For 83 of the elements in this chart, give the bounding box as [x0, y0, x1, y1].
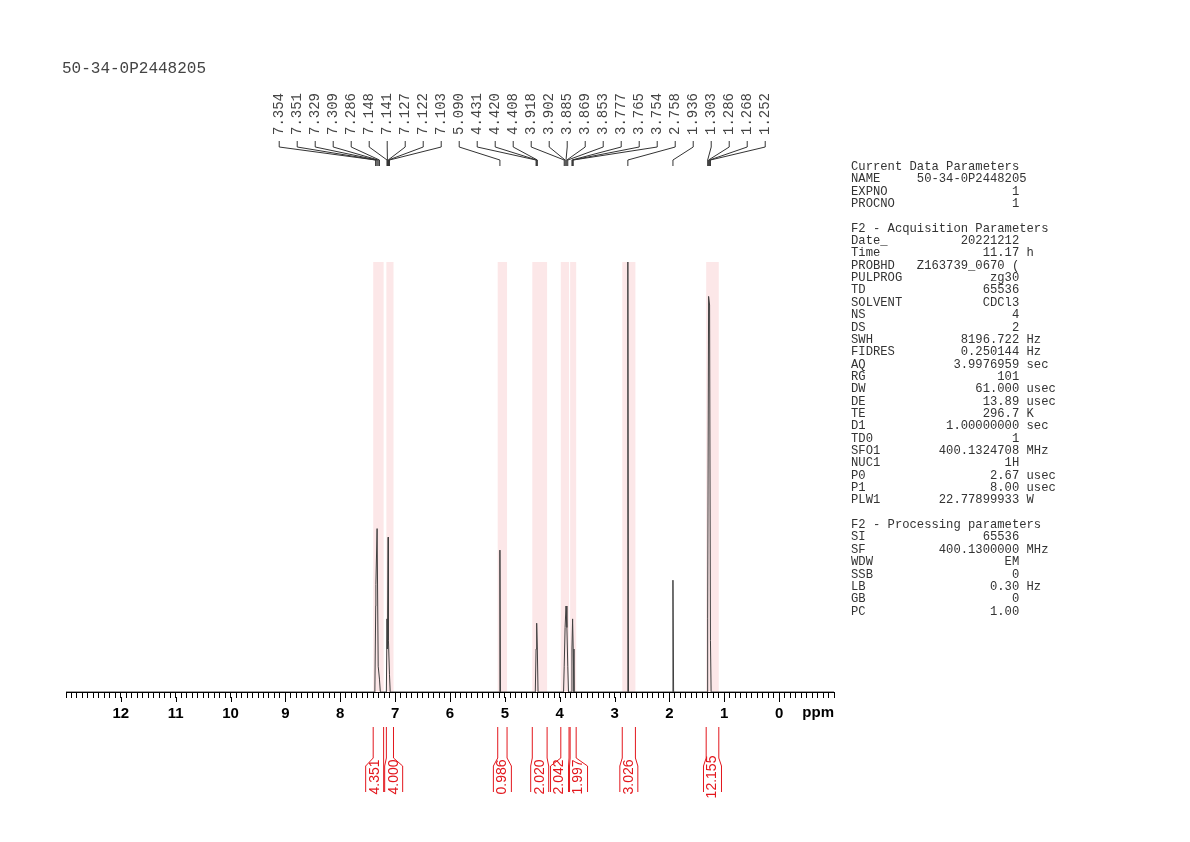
- x-tick-label: 3: [610, 704, 619, 722]
- x-tick-label: 9: [281, 704, 290, 722]
- text: D1 1.00000000 sec: [851, 419, 1050, 434]
- x-tick-label: 10: [222, 704, 239, 722]
- text: GB 0: [851, 592, 1021, 607]
- x-tick-label: 2: [665, 704, 674, 722]
- annotation: 1.286: [720, 92, 737, 135]
- text: PLW1 22.77899933 W: [851, 493, 1035, 508]
- text: NAME 50-34-0P2448205: [851, 172, 1027, 187]
- text: TD0 1: [851, 431, 1021, 446]
- x-tick-label: 6: [445, 704, 455, 722]
- text: SSB 0: [851, 567, 1021, 582]
- x-axis-title: ppm: [802, 702, 834, 720]
- text: PC 1.00: [851, 604, 1021, 619]
- x-tick-label: 5: [500, 704, 510, 722]
- x-tick-label: 4: [555, 704, 565, 722]
- annotation: 1.252: [756, 92, 773, 135]
- text: PROBHD Z163739_0670 (: [851, 258, 1021, 273]
- text: DS 2: [851, 320, 1021, 335]
- band-label: 3.026: [619, 759, 636, 795]
- annotation: 3.853: [594, 92, 611, 135]
- text: PROCNO 1: [851, 197, 1021, 212]
- annotation: 3.777: [612, 92, 629, 135]
- annotation: 7.103: [432, 92, 449, 135]
- text: SOLVENT CDCl3: [851, 295, 1021, 310]
- text: RG 101: [851, 369, 1021, 384]
- annotation: 7.127: [396, 92, 413, 135]
- x-tick-label: 7: [390, 704, 400, 722]
- x-tick-label: 12: [112, 704, 130, 722]
- annotation: 3.885: [558, 92, 575, 135]
- text: DE 13.89 usec: [851, 394, 1056, 409]
- annotation: 7.309: [324, 92, 341, 135]
- annotation: 7.122: [414, 92, 431, 135]
- text: FIDRES 0.250144 Hz: [851, 345, 1043, 360]
- chart-title: 50-34-0P2448205: [62, 60, 207, 78]
- annotation: 3.918: [522, 92, 539, 135]
- text: SWH 8196.722 Hz: [851, 332, 1043, 347]
- band-label: 4.000: [384, 759, 401, 795]
- text: P1 8.00 usec: [851, 480, 1056, 495]
- annotation: 7.286: [342, 92, 359, 135]
- text: SF 400.1300000 MHz: [851, 542, 1049, 557]
- band-label: 4.351: [365, 759, 382, 795]
- band-label: 2.020: [530, 759, 547, 795]
- text: TD 65536: [851, 283, 1021, 298]
- text: AQ 3.9976959 sec: [851, 357, 1050, 372]
- text: WDW EM: [851, 555, 1021, 570]
- annotation: 3.869: [576, 92, 593, 135]
- text: F2 - Acquisition Parameters: [851, 221, 1050, 236]
- text: NUC1 1H: [851, 456, 1021, 471]
- annotation: 4.420: [486, 92, 503, 135]
- annotation: 2.758: [666, 92, 683, 135]
- annotation: 1.303: [702, 92, 719, 135]
- x-tick-label: 11: [167, 704, 184, 722]
- text: TE 296.7 K: [851, 406, 1035, 421]
- text: NS 4: [851, 308, 1021, 323]
- annotation: 4.431: [468, 92, 485, 135]
- annotation: 4.408: [504, 92, 521, 135]
- annotation: 1.936: [684, 92, 701, 135]
- annotation: 3.902: [540, 92, 557, 135]
- band-label: 1.997: [569, 759, 586, 795]
- annotation: 3.765: [630, 92, 647, 135]
- annotation: 1.268: [738, 92, 755, 135]
- text: EXPNO 1: [851, 184, 1021, 199]
- text: SI 65536: [851, 530, 1020, 545]
- x-tick-label: 1: [720, 704, 729, 722]
- text: Current Data Parameters: [851, 160, 1020, 174]
- annotation: 7.354: [270, 92, 287, 135]
- annotation: 3.754: [648, 92, 665, 135]
- annotation: 7.329: [306, 92, 323, 135]
- text: SFO1 400.1324708 MHz: [851, 443, 1050, 458]
- band-label: 2.042: [550, 759, 567, 795]
- text: LB 0.30 Hz: [851, 579, 1043, 594]
- text: Time 11.17 h: [851, 246, 1035, 261]
- annotation: 7.141: [378, 92, 395, 135]
- annotation: 5.090: [450, 92, 467, 135]
- text: DW 61.000 usec: [851, 382, 1056, 397]
- annotation: 7.351: [288, 92, 305, 135]
- annotation: 7.148: [360, 92, 377, 135]
- text: P0 2.67 usec: [851, 468, 1056, 483]
- band-label: 0.986: [493, 759, 510, 795]
- x-tick-label: 8: [336, 704, 345, 722]
- band-label: 12.155: [703, 755, 720, 799]
- x-tick-label: 0: [774, 704, 784, 722]
